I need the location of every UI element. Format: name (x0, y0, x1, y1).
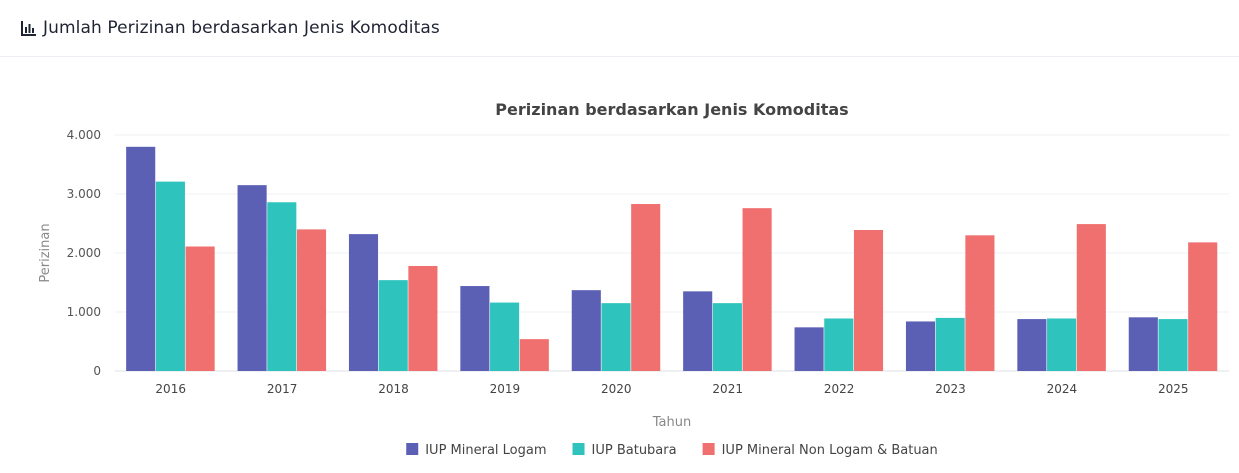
x-tick-label: 2023 (935, 382, 966, 396)
bar[interactable] (1128, 317, 1158, 371)
bar[interactable] (794, 327, 824, 371)
x-tick-label: 2018 (378, 382, 409, 396)
bar[interactable] (1188, 242, 1218, 371)
legend-swatch (702, 443, 715, 455)
y-tick-label: 3.000 (67, 187, 101, 201)
bar[interactable] (378, 280, 408, 371)
bar[interactable] (1047, 318, 1077, 371)
x-tick-label: 2019 (490, 382, 521, 396)
y-tick-label: 4.000 (67, 128, 101, 142)
bar-chart: Perizinan berdasarkan Jenis Komoditas 0 1… (38, 100, 1229, 458)
legend-label: IUP Mineral Logam (425, 443, 546, 458)
bar[interactable] (683, 291, 713, 371)
bar[interactable] (1017, 319, 1047, 371)
bar[interactable] (935, 317, 965, 371)
x-tick-label: 2017 (267, 382, 298, 396)
legend-item[interactable]: IUP Mineral Non Logam & Batuan (702, 443, 938, 458)
y-tick-label: 1.000 (67, 305, 101, 319)
card-header: Jumlah Perizinan berdasarkan Jenis Komod… (0, 0, 1239, 57)
y-axis-ticks: 0 1.000 2.000 3.000 4.000 (67, 128, 101, 378)
bars (126, 146, 1218, 371)
bar-chart-icon (20, 20, 37, 37)
y-tick-label: 0 (93, 364, 101, 378)
bar[interactable] (1076, 224, 1106, 371)
bar[interactable] (296, 229, 327, 371)
legend-label: IUP Mineral Non Logam & Batuan (722, 443, 938, 458)
bar[interactable] (267, 202, 297, 371)
bar[interactable] (853, 229, 884, 371)
legend-label: IUP Batubara (592, 443, 677, 458)
x-tick-label: 2022 (824, 382, 855, 396)
bar[interactable] (185, 246, 215, 371)
x-tick-label: 2025 (1158, 382, 1189, 396)
x-tick-label: 2021 (712, 382, 743, 396)
bar[interactable] (237, 185, 267, 371)
x-axis-ticks: 2016 2017 2018 2019 2020 2021 2022 2023 2024 2025 (155, 382, 1188, 396)
bar[interactable] (126, 146, 156, 371)
bar[interactable] (1158, 319, 1188, 371)
bar[interactable] (631, 204, 661, 371)
bar[interactable] (490, 302, 520, 371)
bar[interactable] (712, 303, 742, 371)
x-axis-label: Tahun (652, 415, 691, 430)
x-tick-label: 2020 (601, 382, 632, 396)
x-tick-label: 2016 (155, 382, 186, 396)
chart-container: Perizinan berdasarkan Jenis Komoditas 0 1… (0, 57, 1239, 469)
y-axis-label: Perizinan (38, 223, 53, 282)
bar[interactable] (965, 235, 995, 371)
card-title: Jumlah Perizinan berdasarkan Jenis Komod… (43, 18, 440, 38)
legend-swatch (572, 443, 585, 455)
bar[interactable] (601, 303, 631, 371)
bar[interactable] (571, 290, 601, 371)
bar[interactable] (348, 234, 379, 371)
legend: IUP Mineral Logam IUP Batubara IUP Mineral… (406, 443, 938, 458)
bar[interactable] (460, 286, 490, 371)
chart-title: Perizinan berdasarkan Jenis Komoditas (495, 100, 848, 119)
bar[interactable] (824, 318, 854, 371)
legend-item[interactable]: IUP Mineral Logam (406, 443, 547, 458)
bar[interactable] (155, 181, 185, 371)
legend-item[interactable]: IUP Batubara (572, 443, 677, 458)
y-tick-label: 2.000 (67, 246, 101, 260)
legend-swatch (406, 443, 419, 455)
bar[interactable] (408, 265, 438, 371)
bar[interactable] (519, 339, 549, 371)
x-tick-label: 2024 (1047, 382, 1078, 396)
bar[interactable] (905, 321, 936, 371)
bar[interactable] (742, 208, 772, 371)
